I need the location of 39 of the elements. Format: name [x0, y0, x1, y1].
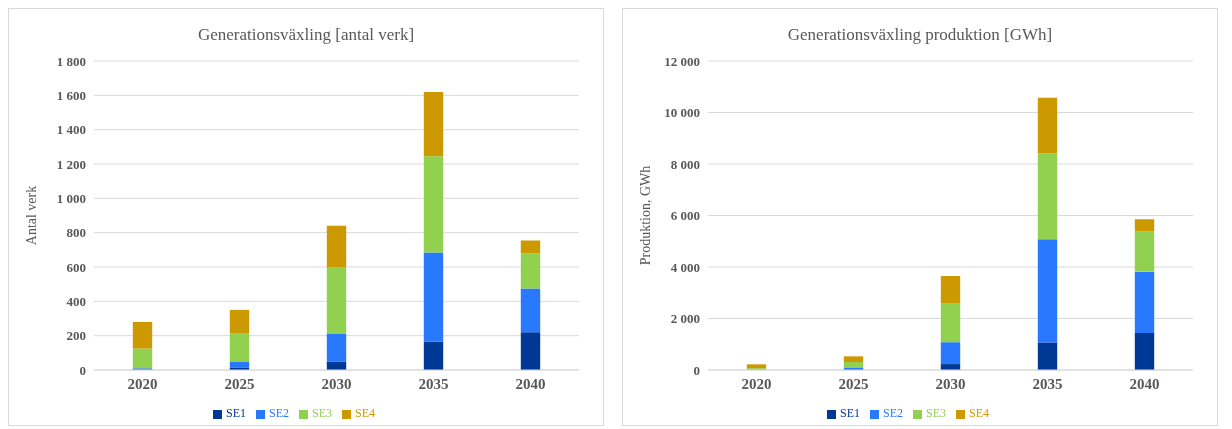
x-tick-label: 2025	[838, 375, 869, 392]
legend-label: SE4	[355, 406, 376, 420]
y-tick-label: 1 000	[56, 190, 86, 206]
x-tick-label: 2020	[741, 375, 772, 392]
y-tick-label: 6 000	[670, 208, 700, 224]
x-tick-label: 2030	[935, 375, 966, 392]
legend-label: SE1	[839, 406, 860, 420]
y-tick-label: 1 800	[56, 53, 86, 69]
x-tick-label: 2040	[515, 375, 546, 392]
y-axis-title: Produktion, GWh	[637, 165, 653, 266]
y-tick-label: 1 200	[56, 156, 86, 172]
legend-label: SE1	[225, 406, 246, 420]
y-tick-label: 200	[66, 328, 86, 344]
chart-title: Generationsväxling [antal verk]	[196, 24, 416, 46]
y-tick-label: 1 600	[56, 87, 86, 103]
x-tick-label: 2030	[321, 375, 352, 392]
x-tick-label: 2025	[224, 375, 255, 392]
y-tick-label: 12 000	[664, 53, 700, 69]
legend-label: SE2	[268, 406, 289, 420]
x-tick-label: 2035	[418, 375, 449, 392]
y-tick-label: 2 000	[670, 311, 700, 327]
y-tick-label: 8 000	[670, 156, 700, 172]
chart-title: Generationsväxling produktion [GWh]	[786, 24, 1054, 46]
y-tick-label: 10 000	[664, 105, 700, 121]
x-tick-label: 2040	[1129, 375, 1160, 392]
y-tick-label: 1 400	[56, 122, 86, 138]
y-tick-label: 0	[79, 362, 86, 378]
legend-label: SE4	[969, 406, 990, 420]
y-axis-title: Antal verk	[23, 185, 39, 246]
legend-label: SE3	[926, 406, 947, 420]
x-tick-label: 2020	[127, 375, 158, 392]
legend-label: SE3	[312, 406, 333, 420]
y-tick-label: 800	[66, 225, 86, 241]
x-tick-label: 2035	[1032, 375, 1063, 392]
y-tick-label: 400	[66, 293, 86, 309]
y-tick-label: 0	[693, 362, 700, 378]
y-tick-label: 4 000	[670, 259, 700, 275]
y-tick-label: 600	[66, 259, 86, 275]
legend-label: SE2	[882, 406, 903, 420]
